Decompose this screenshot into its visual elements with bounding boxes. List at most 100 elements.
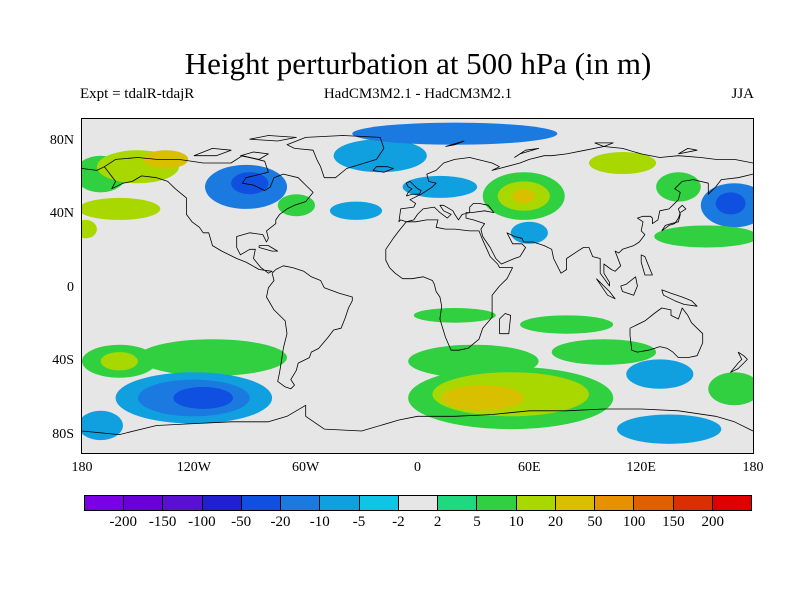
coastline xyxy=(445,140,465,147)
coastline xyxy=(266,265,353,390)
coastline xyxy=(405,181,422,197)
colorbar-swatch xyxy=(163,496,203,510)
coastline xyxy=(82,404,753,436)
coastline xyxy=(596,278,616,300)
latitude-tick-label: 40S xyxy=(52,353,74,369)
colorbar-tick-label: -200 xyxy=(109,514,138,530)
map-panel xyxy=(81,118,754,454)
colorbar-tick-label: -100 xyxy=(188,514,216,530)
anomaly-region xyxy=(137,339,288,376)
longitude-tick-label: 60E xyxy=(518,460,541,475)
colorbar xyxy=(84,495,752,511)
colorbar-swatch xyxy=(202,496,242,510)
coastline xyxy=(661,289,698,307)
anomaly-region xyxy=(173,386,233,409)
longitude-tick-label: 60W xyxy=(292,460,320,475)
colorbar-swatch xyxy=(555,496,596,510)
colorbar-tick-label: -10 xyxy=(309,514,330,530)
anomaly-region xyxy=(441,385,524,411)
anomaly-region xyxy=(277,194,315,217)
colorbar-tick-label: 200 xyxy=(701,514,724,530)
colorbar-tick-label: 150 xyxy=(662,514,685,530)
colorbar-swatch xyxy=(85,496,125,510)
anomaly-region xyxy=(588,152,657,175)
anomaly-region xyxy=(551,339,657,365)
season-label: JJA xyxy=(731,86,754,102)
coastline xyxy=(398,146,753,222)
anomaly-region xyxy=(656,172,701,202)
colorbar-tick-label: -2 xyxy=(392,514,405,530)
longitude-tick-label: 180 xyxy=(71,460,93,475)
anomaly-region xyxy=(626,359,694,389)
colorbar-swatch xyxy=(124,496,164,510)
coastline xyxy=(240,151,269,160)
coastline xyxy=(385,219,514,351)
anomaly-region xyxy=(512,188,535,204)
anomaly-region xyxy=(100,352,138,371)
coastline xyxy=(661,204,687,232)
coastline xyxy=(104,155,314,274)
colorbar-swatch xyxy=(438,496,478,510)
colorbar-swatch xyxy=(477,496,517,510)
anomaly-region xyxy=(402,175,478,198)
comparison-label: HadCM3M2.1 - HadCM3M2.1 xyxy=(323,86,513,102)
longitude-tick-label: 120W xyxy=(176,460,211,475)
experiment-label: Expt = tdalR-tdajR xyxy=(80,86,195,102)
coastline xyxy=(258,245,279,252)
coastline xyxy=(372,166,394,173)
coastline xyxy=(499,313,512,335)
coastline xyxy=(629,307,704,359)
colorbar-tick-label: 100 xyxy=(622,514,646,530)
coastline xyxy=(678,147,698,155)
anomaly-region xyxy=(708,372,753,406)
colorbar-swatch xyxy=(320,496,360,510)
colorbar-swatch xyxy=(281,496,321,510)
anomaly-region xyxy=(329,201,383,220)
colorbar-swatch xyxy=(241,496,282,510)
coastline xyxy=(398,173,753,287)
longitude-tick-label: 120E xyxy=(626,460,656,475)
anomaly-region xyxy=(520,315,614,334)
coastline xyxy=(730,351,748,373)
colorbar-swatch xyxy=(516,496,556,510)
anomaly-region xyxy=(654,225,753,248)
anomaly-region xyxy=(616,414,722,444)
colorbar-swatch xyxy=(712,496,751,510)
coastline xyxy=(594,142,614,147)
anomaly-region xyxy=(715,192,746,215)
colorbar-swatch xyxy=(595,496,635,510)
coastline xyxy=(249,135,297,142)
colorbar-tick-label: -20 xyxy=(270,514,291,530)
anomaly-region xyxy=(231,172,269,195)
colorbar-swatch xyxy=(673,496,713,510)
coastline-layer xyxy=(82,135,753,436)
colorbar-tick-label: 10 xyxy=(508,514,524,530)
colorbar-swatch xyxy=(359,496,399,510)
coastline xyxy=(620,276,638,296)
plot-title: Height perturbation at 500 hPa (in m) xyxy=(184,46,652,81)
anomaly-region xyxy=(82,219,97,239)
coastline xyxy=(193,147,232,157)
colorbar-tick-label: 5 xyxy=(473,514,481,530)
colorbar-tick-label: -50 xyxy=(231,514,252,530)
coastline xyxy=(82,166,105,171)
anomaly-region xyxy=(352,122,558,145)
latitude-tick-label: 0 xyxy=(67,279,74,295)
world-map xyxy=(82,119,753,453)
longitude-tick-label: 180 xyxy=(742,460,764,475)
latitude-tick-label: 80S xyxy=(52,426,74,442)
coastline xyxy=(286,135,385,179)
colorbar-swatch xyxy=(398,496,439,510)
colorbar-tick-label: -150 xyxy=(148,514,177,530)
anomaly-region xyxy=(413,308,496,323)
anomaly-region xyxy=(510,221,548,244)
anomaly-region xyxy=(82,410,123,441)
anomaly-region xyxy=(82,197,161,220)
latitude-tick-label: 80N xyxy=(49,133,74,149)
anomaly-region xyxy=(333,139,427,173)
colorbar-tick-label: 50 xyxy=(587,514,603,530)
colorbar-tick-label: 2 xyxy=(433,514,442,530)
latitude-tick-label: 40N xyxy=(49,206,74,222)
coastline xyxy=(640,254,653,276)
longitude-tick-label: 0 xyxy=(414,460,421,475)
